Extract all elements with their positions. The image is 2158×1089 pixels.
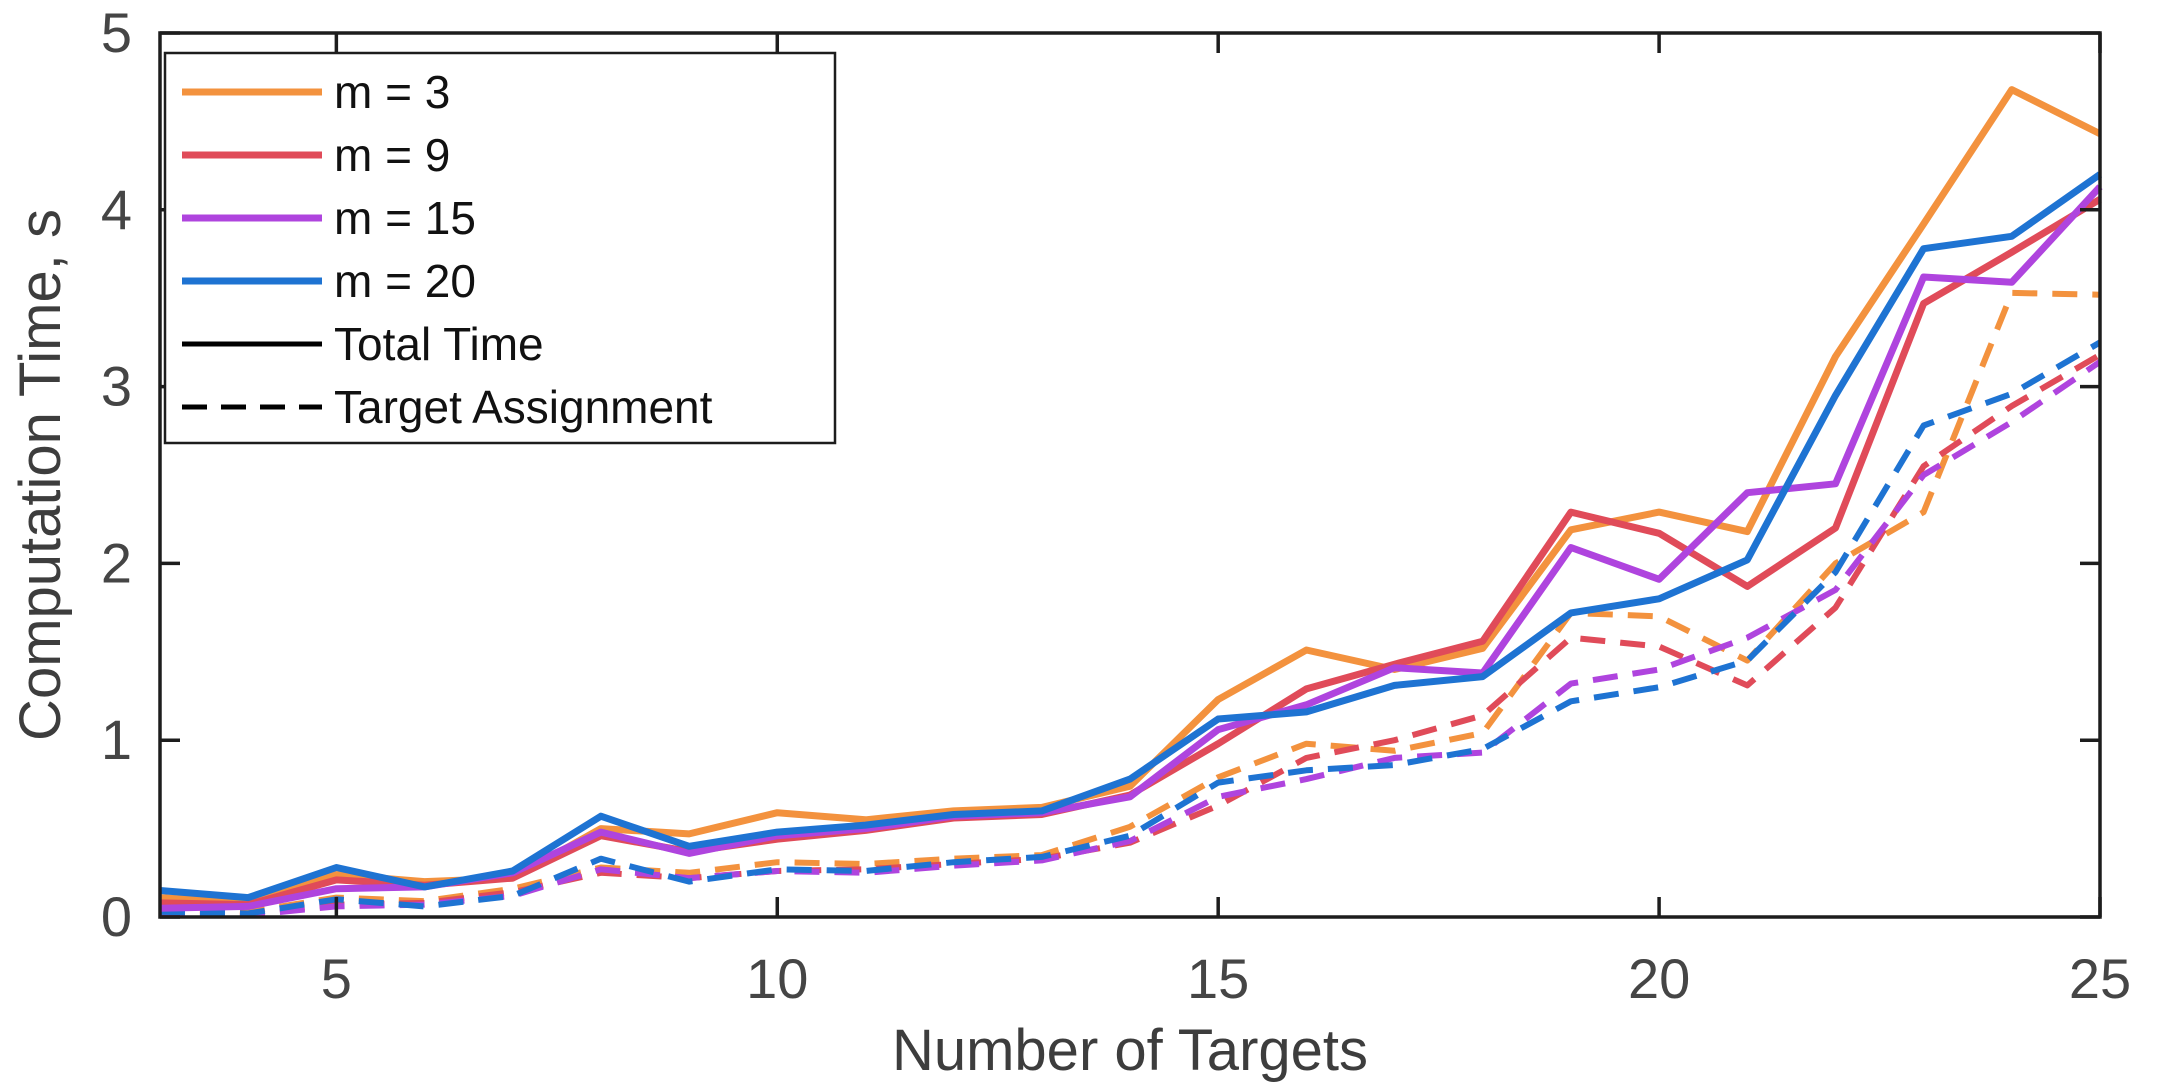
x-tick-label-15: 15: [1187, 947, 1249, 1010]
series-layer: [159, 86, 2103, 919]
axes-layer: 5 10 15 20 25 0 1 2 3 4 5: [101, 1, 2131, 1010]
x-axis-label: Number of Targets: [892, 1018, 1368, 1083]
x-tick-label-10: 10: [746, 947, 808, 1010]
x-tick-label-5: 5: [321, 947, 352, 1010]
x-tick-label-25: 25: [2069, 947, 2131, 1010]
legend-label-total-time: Total Time: [334, 318, 544, 370]
series-line-m20-target-assignment: [159, 339, 2102, 917]
legend-label-m3: m = 3: [334, 66, 450, 118]
legend-box: m = 3 m = 9 m = 15 m = 20 Total Time Tar…: [163, 51, 837, 445]
y-tick-label-0: 0: [101, 885, 132, 948]
legend-item-m3: m = 3: [182, 66, 450, 118]
legend-item-m20: m = 20: [182, 255, 476, 307]
y-tick-label-3: 3: [101, 355, 132, 418]
legend-label-target-assignment: Target Assignment: [334, 381, 713, 433]
legend-item-target-assignment: Target Assignment: [182, 381, 713, 433]
plot-border: [158, 31, 2102, 919]
legend-label-m9: m = 9: [334, 129, 450, 181]
y-axis-label: Computation Time, s: [8, 209, 73, 741]
legend-label-m15: m = 15: [334, 192, 476, 244]
legend-item-m9: m = 9: [182, 129, 450, 181]
y-tick-label-5: 5: [101, 1, 132, 64]
legend-item-total-time: Total Time: [182, 318, 544, 370]
x-tick-label-20: 20: [1628, 947, 1690, 1010]
y-tick-label-1: 1: [101, 708, 132, 771]
y-tick-label-4: 4: [101, 178, 132, 241]
legend-label-m20: m = 20: [334, 255, 476, 307]
series-line-m20-total-time: [159, 171, 2103, 902]
y-tick-label-2: 2: [101, 531, 132, 594]
legend-frame: [163, 51, 837, 445]
legend-item-m15: m = 15: [182, 192, 476, 244]
